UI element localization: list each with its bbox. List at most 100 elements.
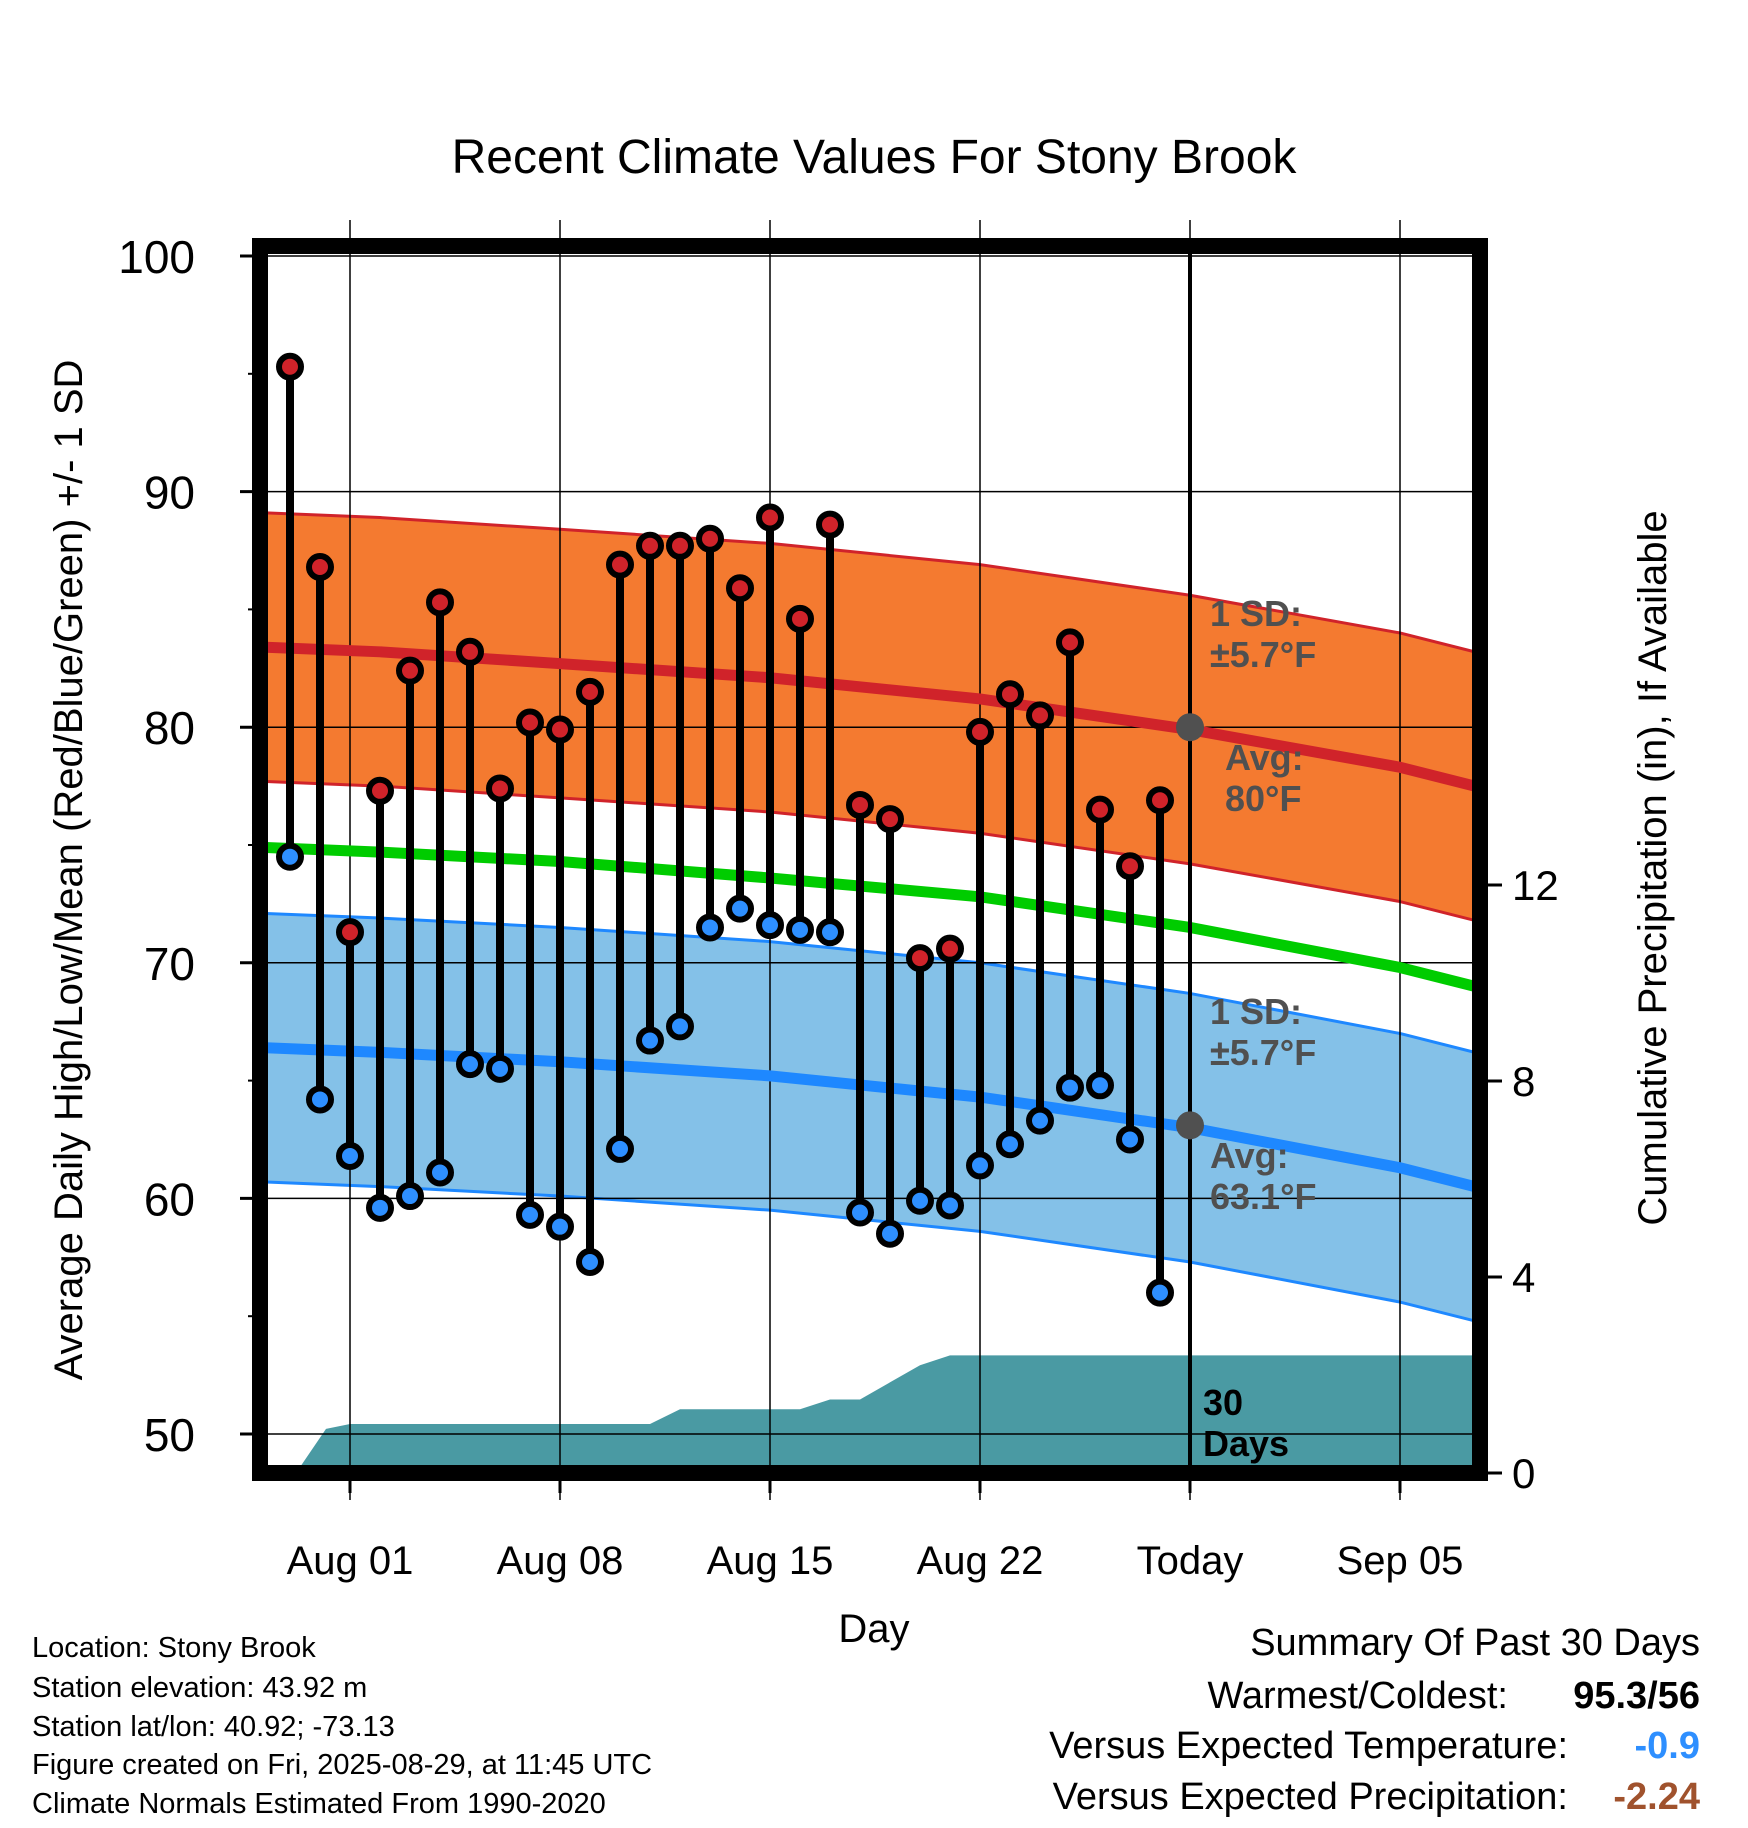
- low-point: [846, 1198, 874, 1227]
- high-point: [786, 604, 814, 633]
- low-point: [966, 1151, 994, 1180]
- low-point: [576, 1248, 604, 1277]
- high-point: [846, 790, 874, 819]
- low-point: [366, 1193, 394, 1222]
- low-point: [306, 1085, 334, 1114]
- x-tick-label: Aug 01: [287, 1539, 414, 1583]
- chart-title: Recent Climate Values For Stony Brook: [452, 131, 1298, 184]
- high-point: [306, 552, 334, 581]
- low-point: [1116, 1125, 1144, 1154]
- low-point: [426, 1158, 454, 1187]
- low-point: [876, 1219, 904, 1248]
- high-point: [756, 503, 784, 532]
- low-point: [546, 1212, 574, 1241]
- info-elevation: Station elevation: 43.92 m: [32, 1672, 368, 1704]
- y2-tick-label: 8: [1512, 1058, 1535, 1105]
- high-point: [426, 588, 454, 617]
- x-tick-label: Aug 15: [707, 1539, 834, 1583]
- low-point: [816, 918, 844, 947]
- window-annotation: 30 Days: [1203, 1382, 1289, 1464]
- low-point: [726, 894, 754, 923]
- info-created: Figure created on Fri, 2025-08-29, at 11…: [32, 1749, 653, 1781]
- info-normals: Climate Normals Estimated From 1990-2020: [32, 1788, 606, 1820]
- high-point: [696, 524, 724, 553]
- low-point: [1026, 1106, 1054, 1135]
- today-low-avg-marker: [1176, 1111, 1204, 1140]
- high-sd-annotation: 1 SD: ±5.7°F: [1210, 593, 1316, 675]
- low-point: [486, 1054, 514, 1083]
- low-point: [516, 1200, 544, 1229]
- high-point: [906, 944, 934, 973]
- low-point: [606, 1134, 634, 1163]
- info-location: Location: Stony Brook: [32, 1632, 316, 1664]
- summary-warmest-value: 95.3/56: [1573, 1675, 1700, 1717]
- low-point: [636, 1026, 664, 1055]
- y-tick-label: 80: [144, 702, 195, 754]
- x-axis-label: Day: [838, 1607, 909, 1651]
- low-point: [456, 1050, 484, 1079]
- high-point: [396, 656, 424, 685]
- plot-frame: [252, 238, 1488, 1481]
- summary-temp-value: -0.9: [1634, 1725, 1700, 1767]
- y-tick-label: 50: [144, 1409, 195, 1461]
- summary-warmest-label: Warmest/Coldest:: [1207, 1675, 1508, 1717]
- low-point: [396, 1182, 424, 1211]
- y-tick-label: 90: [144, 467, 195, 519]
- info-latlon: Station lat/lon: 40.92; -73.13: [32, 1711, 395, 1743]
- summary-precip-value: -2.24: [1613, 1776, 1700, 1818]
- high-point: [726, 574, 754, 603]
- low-sd-band: [262, 911, 1480, 1324]
- high-point: [636, 531, 664, 560]
- high-point: [276, 352, 304, 381]
- high-point: [1086, 795, 1114, 824]
- today-high-avg-marker: [1176, 713, 1204, 742]
- low-point: [666, 1012, 694, 1041]
- y-tick-label: 60: [144, 1173, 195, 1225]
- summary-temp-label: Versus Expected Temperature:: [1049, 1725, 1568, 1767]
- low-point: [756, 911, 784, 940]
- high-point: [1146, 786, 1174, 815]
- high-point: [336, 918, 364, 947]
- high-point: [1056, 628, 1084, 657]
- y2-tick-label: 4: [1512, 1254, 1535, 1301]
- high-point: [966, 717, 994, 746]
- low-point: [696, 913, 724, 942]
- low-avg-annotation: Avg: 63.1°F: [1210, 1135, 1316, 1217]
- y-axis-label: Average Daily High/Low/Mean (Red/Blue/Gr…: [47, 360, 91, 1381]
- low-point: [786, 915, 814, 944]
- high-point: [816, 510, 844, 539]
- x-tick-label: Today: [1137, 1539, 1244, 1583]
- high-point: [486, 774, 514, 803]
- high-point: [516, 708, 544, 737]
- summary-title: Summary Of Past 30 Days: [1250, 1622, 1700, 1664]
- high-point: [666, 531, 694, 560]
- high-point: [366, 776, 394, 805]
- high-point: [876, 805, 904, 834]
- low-point: [1146, 1278, 1174, 1307]
- high-point: [1116, 852, 1144, 881]
- low-point: [996, 1130, 1024, 1159]
- low-point: [276, 842, 304, 871]
- high-point: [996, 680, 1024, 709]
- y-tick-label: 100: [118, 231, 195, 283]
- x-tick-label: Aug 08: [497, 1539, 624, 1583]
- high-point: [546, 715, 574, 744]
- low-point: [1086, 1071, 1114, 1100]
- high-avg-annotation: Avg: 80°F: [1225, 737, 1304, 819]
- precip-area: [296, 1355, 1480, 1473]
- y2-tick-label: 12: [1512, 862, 1559, 909]
- low-point: [906, 1186, 934, 1215]
- y2-tick-label: 0: [1512, 1450, 1535, 1497]
- low-point: [1056, 1073, 1084, 1102]
- y2-axis-label: Cumulative Precipitation (in), If Availa…: [1631, 510, 1675, 1225]
- high-point: [936, 934, 964, 963]
- x-tick-label: Aug 22: [917, 1539, 1044, 1583]
- high-point: [456, 637, 484, 666]
- y-tick-label: 70: [144, 938, 195, 990]
- summary-precip-label: Versus Expected Precipitation:: [1052, 1776, 1568, 1818]
- high-point: [606, 550, 634, 579]
- high-point: [1026, 701, 1054, 730]
- low-point: [936, 1191, 964, 1220]
- high-point: [576, 677, 604, 706]
